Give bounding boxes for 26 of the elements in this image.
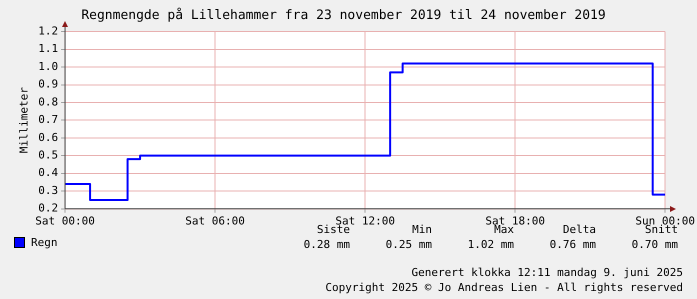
y-tick-label: 1.2 [38,24,58,38]
y-tick-label: 1.0 [38,60,58,73]
y-tick-label: 0.6 [38,130,58,144]
y-tick-label: 0.4 [38,166,58,180]
y-tick-label: 1.1 [38,42,58,56]
y-tick-label: 0.8 [38,95,58,108]
chart-title: Regnmengde på Lillehammer fra 23 november 2019 til 24 november 2019 [81,7,606,24]
legend-label: Regn [31,236,58,249]
y-tick-label: 0.5 [38,148,58,162]
text: 0.28 mm [302,238,350,251]
text: Min [412,223,432,236]
text: 0.70 mm [630,238,678,251]
text: 0.76 mm [548,238,596,251]
y-tick-label: 0.3 [38,184,58,197]
y-tick-label: 0.9 [38,78,58,91]
text: 1.02 mm [466,238,514,251]
text: Generert klokka 12:11 mandag 9. juni 2025 [410,265,683,280]
text: Copyright 2025 © Jo Andreas Lien - All rights reserved [325,280,683,295]
text: Siste [316,223,350,236]
text: Delta [562,223,596,236]
y-axis-title: Millimeter [17,86,30,154]
x-tick-label: Sat 00:00 [35,214,95,228]
y-tick-label: 0.2 [38,202,58,215]
x-tick-label: Sat 06:00 [185,214,245,228]
text: 0.25 mm [384,238,432,251]
y-tick-label: 0.7 [38,113,58,126]
